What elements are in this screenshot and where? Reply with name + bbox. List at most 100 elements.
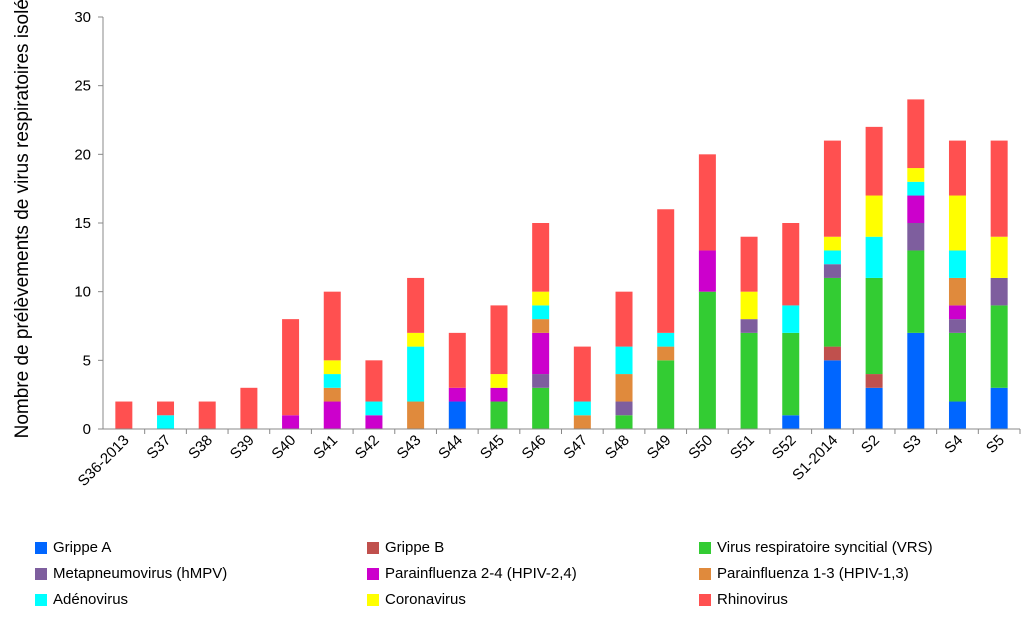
bar-segment xyxy=(323,291,341,361)
bar-segment xyxy=(532,223,550,292)
bar-segment xyxy=(615,346,633,375)
x-tick-label: S46 xyxy=(519,432,550,463)
bar-segment xyxy=(115,401,133,429)
bar-segment xyxy=(532,374,550,388)
bar-segment xyxy=(823,360,841,429)
x-tick-label: S36-2013 xyxy=(75,432,133,490)
y-tick-label: 20 xyxy=(74,146,91,163)
bar-segment xyxy=(657,209,675,333)
bar-segment xyxy=(657,332,675,347)
x-tick-label: S5 xyxy=(983,432,1008,457)
bar-segment xyxy=(615,415,633,429)
y-axis: 0 5 10 15 20 25 30 xyxy=(74,9,104,438)
bar-segment xyxy=(740,291,758,320)
x-tick-label: S44 xyxy=(435,432,466,463)
bar-segment xyxy=(532,305,550,320)
bar-segment xyxy=(198,401,216,429)
bar-segment xyxy=(323,374,341,388)
x-tick-label: S49 xyxy=(644,432,675,463)
bar-segment xyxy=(865,126,883,196)
y-tick-label: 0 xyxy=(83,421,91,438)
y-tick-label: 30 xyxy=(74,9,91,26)
x-tick-label: S45 xyxy=(477,432,508,463)
bar-segment xyxy=(240,387,258,429)
x-tick-label: S40 xyxy=(268,432,299,463)
x-tick-label: S43 xyxy=(394,432,425,463)
x-tick-label: S50 xyxy=(685,432,716,463)
bar-segment xyxy=(990,140,1008,237)
bar-segment xyxy=(782,415,800,429)
bar-segment xyxy=(323,401,341,429)
x-tick-label: S38 xyxy=(185,432,216,463)
bar-segment xyxy=(865,236,883,278)
y-tick-label: 10 xyxy=(74,284,91,301)
bar-segment xyxy=(365,415,383,429)
bar-segment xyxy=(573,401,591,416)
bar-segment xyxy=(948,305,966,320)
x-tick-label: S1-2014 xyxy=(789,432,841,484)
bar-segment xyxy=(948,250,966,278)
bar-segment xyxy=(782,223,800,306)
bar-segment xyxy=(948,277,966,306)
bar-segment xyxy=(823,277,841,347)
y-tick-label: 5 xyxy=(83,352,91,369)
x-tick-label: S47 xyxy=(560,432,591,463)
bar-segment xyxy=(448,401,466,429)
bar-segment xyxy=(740,236,758,292)
y-axis-label: Nombre de prélèvements de virus respirat… xyxy=(12,0,33,438)
x-tick-label: S39 xyxy=(227,432,258,463)
y-tick-label: 25 xyxy=(74,78,91,95)
bar-segment xyxy=(407,346,425,402)
bar-segment xyxy=(282,415,300,429)
bar-segment xyxy=(407,401,425,429)
y-tick-label: 15 xyxy=(74,215,91,232)
bar-segment xyxy=(907,181,925,196)
bar-segment xyxy=(990,236,1008,278)
bar-segment xyxy=(615,401,633,416)
bar-segment xyxy=(573,346,591,402)
bar-segment xyxy=(698,291,716,429)
bar-segment xyxy=(323,387,341,402)
bar-segment xyxy=(865,387,883,429)
x-tick-label: S2 xyxy=(858,432,883,457)
x-tick-label: S41 xyxy=(310,432,341,463)
bar-segment xyxy=(865,277,883,375)
bar-segment xyxy=(532,291,550,306)
bar-segment xyxy=(407,277,425,333)
bar-segment xyxy=(657,360,675,429)
bar-segment xyxy=(532,387,550,429)
bar-segment xyxy=(865,195,883,237)
bar-segment xyxy=(948,332,966,402)
bar-segment xyxy=(323,360,341,375)
bar-segment xyxy=(823,236,841,251)
bar-segment xyxy=(823,346,841,361)
bar-segment xyxy=(365,401,383,416)
bar-segment xyxy=(907,332,925,429)
x-tick-label: S42 xyxy=(352,432,383,463)
x-tick-label: S3 xyxy=(900,432,925,457)
bar-segment xyxy=(740,332,758,429)
bar-segment xyxy=(490,374,508,388)
bar-segment xyxy=(657,346,675,361)
bar-segment xyxy=(490,401,508,429)
bar-segment xyxy=(532,319,550,333)
bar-segment xyxy=(907,168,925,182)
bar-segment xyxy=(448,387,466,402)
bar-segment xyxy=(823,250,841,265)
bar-segment xyxy=(448,332,466,388)
bar-segment xyxy=(823,264,841,278)
bar-segment xyxy=(490,387,508,402)
bar-segment xyxy=(907,99,925,169)
bar-segment xyxy=(782,332,800,416)
bars-group xyxy=(115,99,1008,429)
bar-segment xyxy=(615,374,633,402)
bar-segment xyxy=(865,374,883,388)
x-tick-label: S37 xyxy=(143,432,174,463)
bar-segment xyxy=(157,401,175,416)
bar-segment xyxy=(698,250,716,292)
bar-segment xyxy=(490,305,508,375)
bar-segment xyxy=(990,277,1008,306)
bar-segment xyxy=(407,332,425,347)
bar-segment xyxy=(990,387,1008,429)
